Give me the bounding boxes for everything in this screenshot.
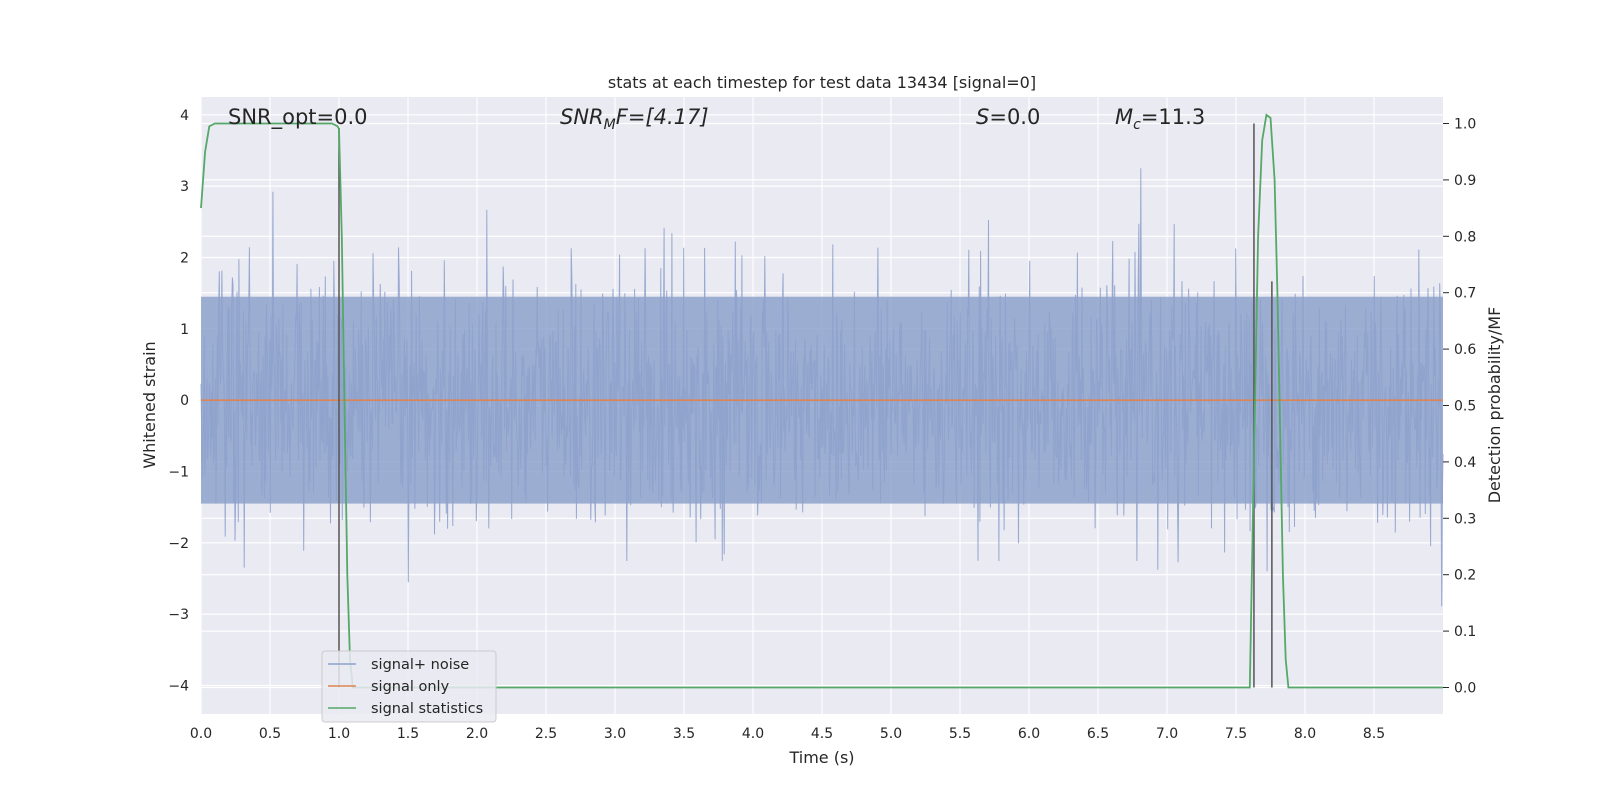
annotation-mc: Mc=11.3 (1115, 105, 1205, 133)
mc-sub: c (1133, 117, 1141, 133)
x-tick-label: 2.0 (466, 726, 488, 742)
y-tick-label: 2 (180, 250, 189, 266)
y2-axis-label: Detection probability/MF (1485, 307, 1504, 504)
x-tick-label: 5.5 (949, 726, 971, 742)
y2-tick-label: 0.6 (1454, 342, 1476, 358)
x-tick-label: 8.5 (1363, 726, 1385, 742)
s-rest: =0.0 (989, 105, 1040, 129)
x-tick-label: 1.0 (328, 726, 350, 742)
y2-tick-label: 0.9 (1454, 173, 1476, 189)
x-tick-label: 4.5 (811, 726, 833, 742)
annotation-snr-mf: SNRMF=[4.17] (560, 105, 709, 133)
y-tick-labels: 4 3 2 1 0 −1 −2 −3 −4 (168, 108, 189, 695)
legend-box (321, 650, 497, 723)
s-italic: S (976, 105, 989, 129)
y2-tick-label: 0.8 (1454, 229, 1476, 245)
x-tick-label: 7.5 (1225, 726, 1247, 742)
legend-label-statistics: signal statistics (371, 701, 483, 717)
y2-tick-label: 0.5 (1454, 399, 1476, 415)
chart-title: stats at each timestep for test data 134… (608, 73, 1036, 92)
y-tick-label: 3 (180, 179, 189, 195)
y2-tick-label: 0.3 (1454, 511, 1476, 527)
y2-tick-label: 0.0 (1454, 680, 1476, 696)
y2-tick-label: 0.4 (1454, 455, 1476, 471)
y2-tick-label: 0.2 (1454, 568, 1476, 584)
x-tick-label: 4.0 (742, 726, 764, 742)
signal-statistics-series (200, 113, 1443, 689)
x-tick-label: 6.0 (1018, 726, 1040, 742)
y-tick-label: 1 (180, 322, 189, 338)
y-tick-label: 0 (180, 393, 189, 409)
y-tick-label: −3 (168, 607, 189, 623)
x-tick-label: 2.5 (535, 726, 557, 742)
x-tick-label: 6.5 (1087, 726, 1109, 742)
x-tick-label: 3.0 (604, 726, 626, 742)
x-tick-label: 0.5 (259, 726, 281, 742)
y2-tick-label: 0.1 (1454, 624, 1476, 640)
annotation-snr-opt: SNR_opt=0.0 (228, 105, 368, 130)
legend-label-signal-only: signal only (371, 679, 450, 695)
y-tick-label: −1 (168, 464, 189, 480)
x-tick-label: 1.5 (397, 726, 419, 742)
x-tick-label: 8.0 (1294, 726, 1316, 742)
annotation-s: S=0.0 (976, 105, 1040, 129)
y-tick-label: −4 (168, 678, 189, 694)
x-tick-label: 7.0 (1156, 726, 1178, 742)
x-tick-labels: 0.0 0.5 1.0 1.5 2.0 2.5 3.0 3.5 4.0 4.5 5.0 5.5 6.0 6… (190, 726, 1385, 742)
vertical-markers (338, 123, 1273, 688)
legend: signal+ noise signal only signal statist… (321, 650, 497, 723)
snr-mf-rest: F=[4.17] (616, 105, 709, 129)
x-tick-label: 3.5 (673, 726, 695, 742)
y2-tick-label: 1.0 (1454, 117, 1476, 133)
y-axis-label: Whitened strain (140, 341, 159, 468)
snr-mf-base: SNR (560, 105, 604, 129)
y-tick-label: 4 (180, 108, 189, 124)
y-tick-label: −2 (168, 536, 189, 552)
mc-rest: =11.3 (1141, 105, 1205, 129)
mc-base: M (1115, 105, 1133, 129)
y2-tick-labels: 1.0 0.9 0.8 0.7 0.6 0.5 0.4 0.3 0.2 0.1 0.0 (1443, 117, 1476, 696)
legend-label-noise: signal+ noise (371, 657, 469, 673)
x-axis-label: Time (s) (788, 748, 854, 767)
x-tick-label: 0.0 (190, 726, 212, 742)
noise-trace (200, 168, 1444, 607)
snr-mf-sub: M (604, 117, 616, 133)
y2-tick-label: 0.7 (1454, 286, 1476, 302)
signal-statistics-line (200, 113, 1443, 689)
x-tick-label: 5.0 (880, 726, 902, 742)
